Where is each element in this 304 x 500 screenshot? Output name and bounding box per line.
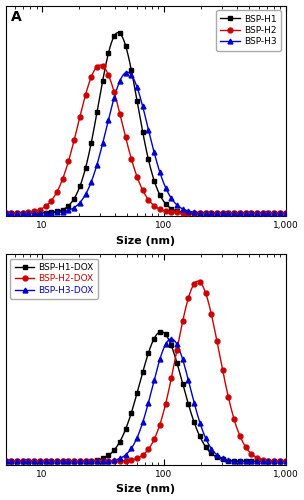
Text: A: A (11, 10, 22, 24)
X-axis label: Size (nm): Size (nm) (116, 484, 175, 494)
Legend: BSP-H1-DOX, BSP-H2-DOX, BSP-H3-DOX: BSP-H1-DOX, BSP-H2-DOX, BSP-H3-DOX (10, 258, 98, 299)
X-axis label: Size (nm): Size (nm) (116, 236, 175, 246)
Legend: BSP-H1, BSP-H2, BSP-H3: BSP-H1, BSP-H2, BSP-H3 (216, 10, 281, 50)
Text: B: B (11, 258, 22, 272)
